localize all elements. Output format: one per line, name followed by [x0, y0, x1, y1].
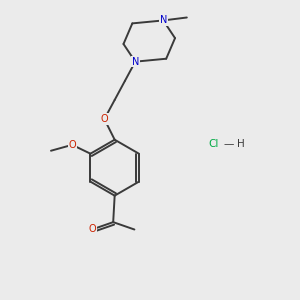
Text: —: —	[224, 139, 234, 149]
Text: N: N	[160, 15, 167, 26]
Text: Cl: Cl	[208, 139, 218, 149]
Text: O: O	[88, 224, 96, 235]
Text: O: O	[100, 114, 108, 124]
Text: N: N	[132, 57, 139, 67]
Text: H: H	[237, 139, 245, 149]
Text: O: O	[68, 140, 76, 150]
